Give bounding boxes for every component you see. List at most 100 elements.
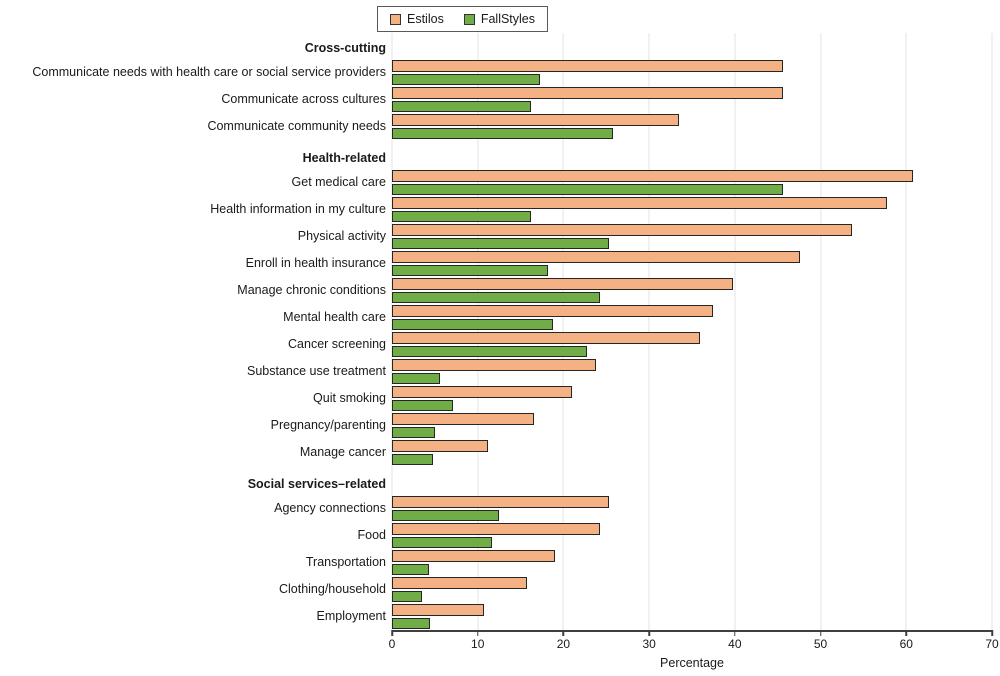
bar-estilos — [392, 577, 527, 589]
gridline — [734, 33, 736, 630]
x-axis-ticks — [391, 630, 993, 637]
bar-estilos — [392, 224, 853, 236]
gridlines — [391, 33, 993, 630]
bar-track — [392, 331, 1000, 358]
gridline — [648, 33, 650, 630]
bar-fallstyles — [392, 237, 610, 249]
category-label: Cancer screening — [288, 337, 386, 351]
x-axis-tick — [476, 630, 479, 636]
bar-track — [392, 495, 1000, 522]
bar-estilos — [392, 197, 888, 209]
bar-track — [392, 304, 1000, 331]
bar-track — [392, 549, 1000, 576]
chart-row: Mental health care — [0, 304, 1000, 331]
category-label: Communicate needs with health care or so… — [32, 65, 386, 79]
bar-track — [392, 385, 1000, 412]
bar-fallstyles — [392, 183, 783, 195]
bar-fallstyles — [392, 127, 614, 139]
section-header-label: Cross-cutting — [304, 41, 386, 55]
bar-track — [392, 113, 1000, 140]
bar-track — [392, 277, 1000, 304]
legend-label-fallstyles: FallStyles — [480, 12, 536, 26]
bar-track — [392, 412, 1000, 439]
bar-fallstyles — [392, 345, 588, 357]
bar-fallstyles — [392, 563, 430, 575]
category-label: Quit smoking — [313, 391, 386, 405]
category-label: Manage cancer — [299, 445, 386, 459]
section-gap — [0, 466, 1000, 473]
legend-swatch-estilos-icon — [390, 13, 401, 25]
bar-estilos — [392, 359, 597, 371]
gridline — [477, 33, 479, 630]
chart-row: Quit smoking — [0, 385, 1000, 412]
bar-fallstyles — [392, 264, 549, 276]
x-axis-tick — [648, 630, 650, 636]
bar-fallstyles — [392, 318, 553, 330]
bar-fallstyles — [392, 536, 492, 548]
bar-track — [392, 223, 1000, 250]
section-header: Cross-cutting — [0, 37, 1000, 59]
chart-row: Enroll in health insurance — [0, 250, 1000, 277]
gridline — [391, 33, 393, 630]
chart-row: Clothing/household — [0, 576, 1000, 603]
bar-fallstyles — [392, 372, 440, 384]
x-axis-tick-label: 60 — [899, 637, 913, 651]
bar-track — [392, 59, 1000, 86]
category-label: Clothing/household — [278, 582, 386, 596]
bar-estilos — [392, 251, 801, 263]
bar-estilos — [392, 305, 714, 317]
legend-label-estilos: Estilos — [407, 12, 444, 26]
category-label: Enroll in health insurance — [245, 256, 386, 270]
x-axis-line — [392, 630, 993, 632]
category-label: Physical activity — [297, 229, 386, 243]
chart-row: Manage cancer — [0, 439, 1000, 466]
bar-fallstyles — [392, 590, 423, 602]
category-label: Health information in my culture — [210, 202, 386, 216]
legend-item-fallstyles: FallStyles — [463, 12, 536, 26]
bar-estilos — [392, 386, 572, 398]
x-axis-tick — [562, 630, 565, 636]
chart-rows: Cross-cutting Communicate needs with heal… — [0, 33, 1000, 630]
bar-fallstyles — [392, 210, 531, 222]
chart-row: Health information in my culture — [0, 196, 1000, 223]
x-axis-tick-label: 40 — [728, 637, 742, 651]
gridline — [905, 33, 907, 630]
category-label: Agency connections — [274, 501, 386, 515]
bar-fallstyles — [392, 509, 499, 521]
category-label: Transportation — [305, 555, 386, 569]
category-label: Mental health care — [283, 310, 386, 324]
category-label: Substance use treatment — [247, 364, 386, 378]
bar-estilos — [392, 332, 701, 344]
bar-track — [392, 603, 1000, 630]
chart-row: Physical activity — [0, 223, 1000, 250]
chart-row: Substance use treatment — [0, 358, 1000, 385]
bar-estilos — [392, 550, 556, 562]
chart-row: Communicate across cultures — [0, 86, 1000, 113]
chart-row: Communicate needs with health care or so… — [0, 59, 1000, 86]
chart-row: Agency connections — [0, 495, 1000, 522]
bar-estilos — [392, 440, 488, 452]
category-label: Communicate community needs — [207, 119, 386, 133]
chart-row: Transportation — [0, 549, 1000, 576]
x-axis-tick-label: 10 — [471, 637, 485, 651]
bar-track — [392, 576, 1000, 603]
bar-fallstyles — [392, 100, 531, 112]
bar-estilos — [392, 413, 534, 425]
category-label: Manage chronic conditions — [237, 283, 386, 297]
section-header-label: Health-related — [302, 151, 386, 165]
bar-fallstyles — [392, 617, 431, 629]
bar-track — [392, 358, 1000, 385]
x-axis-title: Percentage — [660, 656, 724, 670]
section-header-label: Social services–related — [247, 477, 386, 491]
section-header: Social services–related — [0, 473, 1000, 495]
bar-track — [392, 522, 1000, 549]
legend: Estilos FallStyles — [377, 6, 549, 32]
bar-estilos — [392, 170, 914, 182]
bar-estilos — [392, 87, 783, 99]
bar-fallstyles — [392, 73, 540, 85]
chart-row: Cancer screening — [0, 331, 1000, 358]
legend-swatch-fallstyles-icon — [463, 13, 475, 25]
bar-fallstyles — [392, 453, 433, 465]
bar-estilos — [392, 604, 485, 616]
